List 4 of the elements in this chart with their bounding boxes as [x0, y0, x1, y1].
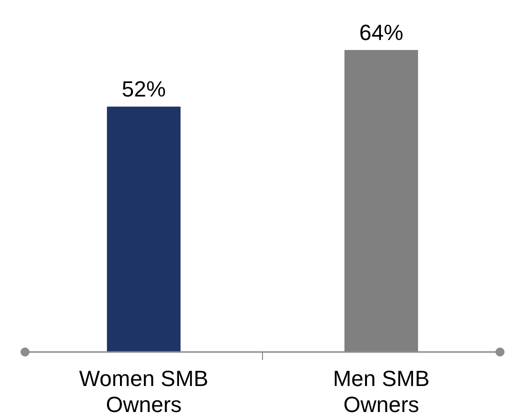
x-tick-label: Men SMB Owners — [332, 366, 430, 416]
x-tick-label: Women SMB Owners — [79, 366, 208, 416]
data-label: 64% — [359, 20, 404, 45]
data-label: 52% — [122, 76, 166, 102]
